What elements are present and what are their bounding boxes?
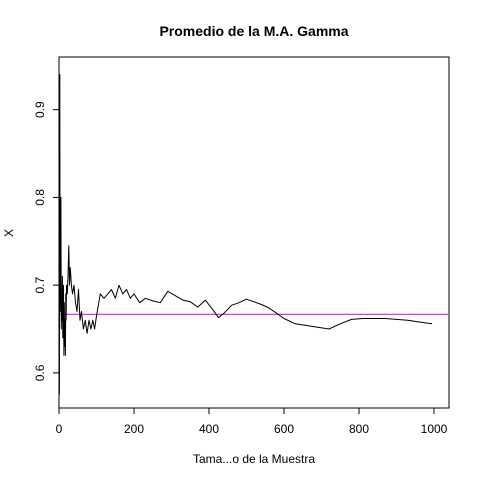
plot-frame: [58, 56, 450, 409]
x-axis: 0 200 400 600 800 1000: [56, 407, 448, 436]
y-tick-label: 0.9: [33, 101, 47, 118]
y-axis-label: X: [2, 229, 16, 237]
x-tick-label: 200: [124, 422, 144, 436]
x-axis-label: Tama...o de la Muestra: [193, 452, 315, 466]
x-tick-label: 400: [199, 422, 219, 436]
chart-title: Promedio de la M.A. Gamma: [159, 23, 348, 39]
x-tick-label: 0: [56, 422, 63, 436]
x-tick-label: 600: [274, 422, 294, 436]
y-tick-label: 0.8: [33, 189, 47, 206]
y-axis: 0.6 0.7 0.8 0.9: [33, 101, 60, 381]
x-tick-label: 800: [349, 422, 369, 436]
y-tick-label: 0.7: [33, 276, 47, 293]
x-tick-label: 1000: [421, 422, 448, 436]
y-tick-label: 0.6: [33, 364, 47, 381]
series-line: [58, 74, 433, 395]
